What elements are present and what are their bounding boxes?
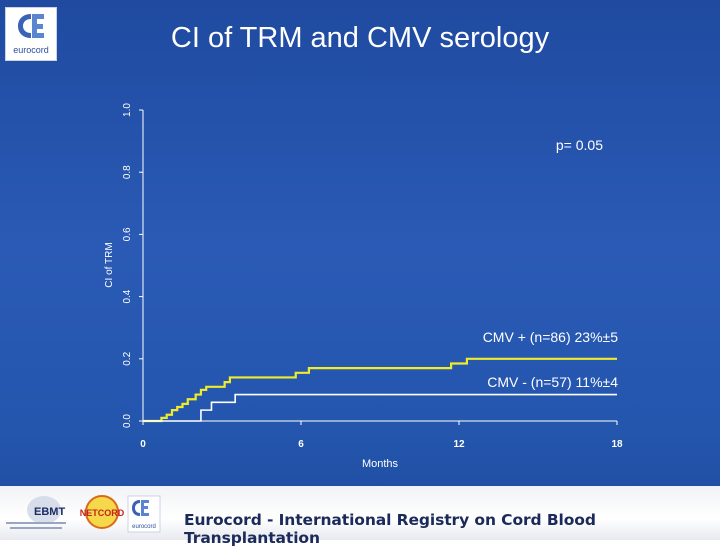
series-line-cmv-negative xyxy=(143,393,617,422)
y-tick-label: 0.0 xyxy=(122,414,133,428)
x-axis-label: Months xyxy=(362,458,399,470)
x-tick-label: 12 xyxy=(453,439,465,450)
chart-labels: Months CI of TRM CMV + (n=86) 23%±5 CMV - (… xyxy=(104,137,618,470)
chart-lines xyxy=(143,357,617,423)
netcord-logo: NETCORD xyxy=(80,495,125,529)
footer-band: EBMT NETCORD eurocord xyxy=(0,486,720,540)
logo-text: eurocord xyxy=(13,45,49,55)
y-tick-label: 1.0 xyxy=(122,103,133,117)
series-label-cmv-positive: CMV + (n=86) 23%±5 xyxy=(483,329,619,345)
x-tick-label: 6 xyxy=(298,439,304,450)
chart-ticks: 0.0 0.2 0.4 0.6 0.8 1.0 0 6 12 18 xyxy=(122,103,623,450)
series-label-cmv-negative: CMV - (n=57) 11%±4 xyxy=(487,374,618,390)
y-tick-label: 0.4 xyxy=(122,289,133,303)
footer-text: Eurocord - International Registry on Cor… xyxy=(184,511,596,547)
series-line-cmv-positive xyxy=(143,357,617,423)
ebmt-logo-text: EBMT xyxy=(34,506,65,518)
ebmt-logo: EBMT xyxy=(6,496,66,529)
y-tick-label: 0.6 xyxy=(122,227,133,241)
page-title: CI of TRM and CMV serology xyxy=(170,22,550,54)
eurocord-logo-mark: eurocord xyxy=(13,14,49,55)
netcord-logo-text: NETCORD xyxy=(80,508,125,518)
y-tick-label: 0.2 xyxy=(122,351,133,365)
partner-logos: EBMT NETCORD eurocord xyxy=(6,495,161,533)
p-value-annotation: p= 0.05 xyxy=(556,137,603,153)
chart-axes xyxy=(142,110,617,422)
y-axis-label: CI of TRM xyxy=(104,242,115,287)
y-tick-label: 0.8 xyxy=(122,165,133,179)
eurocord-logo: eurocord xyxy=(5,7,57,61)
x-tick-label: 0 xyxy=(140,439,146,450)
eurocord-footer-logo: eurocord xyxy=(127,495,161,533)
eurocord-footer-logo-text: eurocord xyxy=(132,524,156,530)
x-tick-label: 18 xyxy=(611,439,623,450)
